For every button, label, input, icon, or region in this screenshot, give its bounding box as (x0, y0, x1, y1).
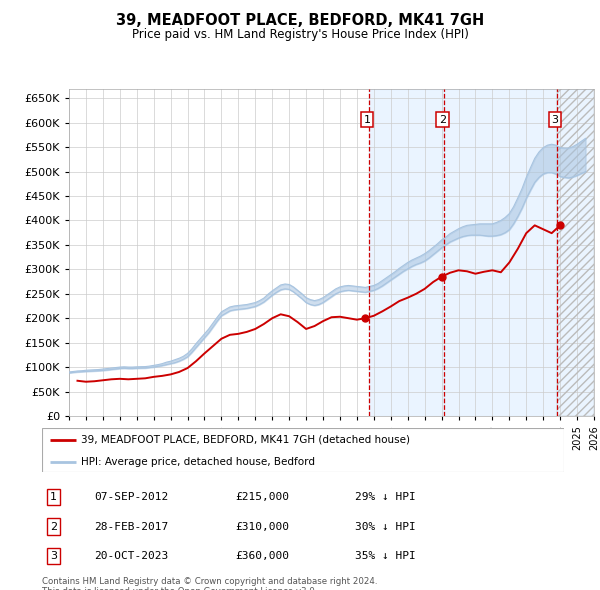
Text: 07-SEP-2012: 07-SEP-2012 (94, 492, 169, 502)
Text: 20-OCT-2023: 20-OCT-2023 (94, 551, 169, 561)
Text: 2: 2 (50, 522, 57, 532)
Text: 30% ↓ HPI: 30% ↓ HPI (355, 522, 416, 532)
Text: 3: 3 (551, 114, 559, 124)
Text: Contains HM Land Registry data © Crown copyright and database right 2024.
This d: Contains HM Land Registry data © Crown c… (42, 577, 377, 590)
Text: Price paid vs. HM Land Registry's House Price Index (HPI): Price paid vs. HM Land Registry's House … (131, 28, 469, 41)
Text: 29% ↓ HPI: 29% ↓ HPI (355, 492, 416, 502)
Bar (368, 88, 444, 416)
Text: 39, MEADFOOT PLACE, BEDFORD, MK41 7GH: 39, MEADFOOT PLACE, BEDFORD, MK41 7GH (116, 13, 484, 28)
Text: 2: 2 (439, 114, 446, 124)
Text: £360,000: £360,000 (235, 551, 289, 561)
Bar (557, 88, 594, 416)
Bar (444, 88, 557, 416)
Text: 3: 3 (50, 551, 57, 561)
Text: HPI: Average price, detached house, Bedford: HPI: Average price, detached house, Bedf… (81, 457, 315, 467)
Text: 28-FEB-2017: 28-FEB-2017 (94, 522, 169, 532)
FancyBboxPatch shape (42, 428, 564, 472)
Text: 39, MEADFOOT PLACE, BEDFORD, MK41 7GH (detached house): 39, MEADFOOT PLACE, BEDFORD, MK41 7GH (d… (81, 435, 410, 445)
Text: 35% ↓ HPI: 35% ↓ HPI (355, 551, 416, 561)
Text: 1: 1 (50, 492, 57, 502)
Text: 1: 1 (364, 114, 370, 124)
Text: £310,000: £310,000 (235, 522, 289, 532)
Text: £215,000: £215,000 (235, 492, 289, 502)
